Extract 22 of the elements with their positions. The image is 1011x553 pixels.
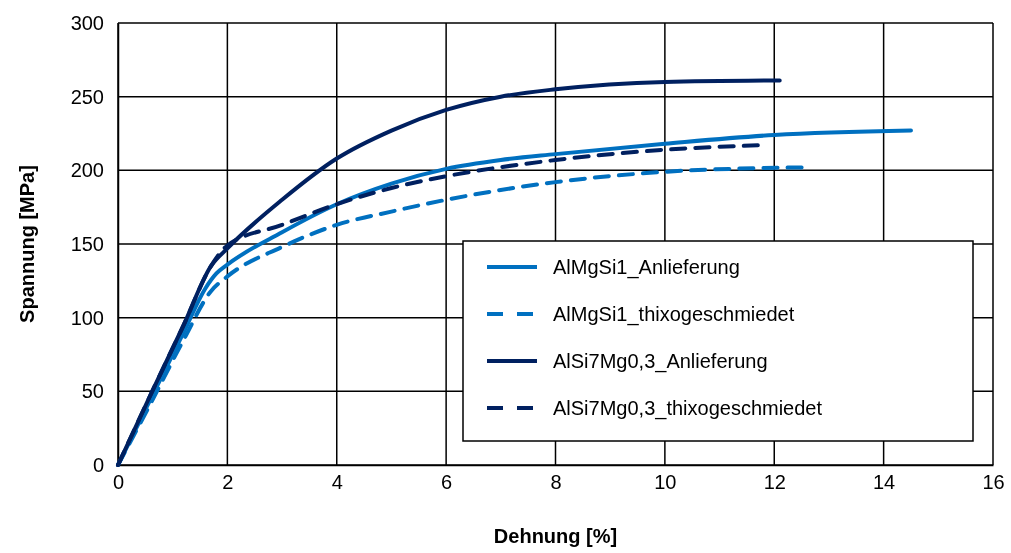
legend-label: AlMgSi1_thixogeschmiedet	[553, 303, 795, 326]
y-tick-label: 250	[70, 85, 104, 108]
y-tick-label: 300	[70, 11, 104, 34]
x-tick-label: 0	[112, 471, 125, 494]
x-tick-label: 12	[763, 471, 786, 494]
legend-label: AlMgSi1_Anlieferung	[553, 256, 740, 279]
x-tick-label: 6	[441, 471, 453, 494]
y-tick-label: 100	[70, 306, 104, 329]
x-tick-label: 14	[873, 471, 896, 494]
y-tick-label: 0	[92, 453, 104, 476]
y-axis-title: Spannung [MPa]	[16, 165, 38, 323]
y-tick-label: 50	[81, 380, 104, 403]
x-tick-label: 8	[550, 471, 562, 494]
legend-label: AlSi7Mg0,3_thixogeschmiedet	[553, 397, 823, 420]
y-tick-label: 150	[70, 232, 104, 255]
x-axis-title: Dehnung [%]	[493, 525, 618, 547]
x-tick-label: 10	[654, 471, 677, 494]
y-tick-label: 200	[70, 159, 104, 182]
legend-label: AlSi7Mg0,3_Anlieferung	[553, 350, 768, 373]
x-tick-label: 2	[222, 471, 234, 494]
x-tick-label: 4	[331, 471, 343, 494]
x-tick-label: 16	[982, 471, 1005, 494]
